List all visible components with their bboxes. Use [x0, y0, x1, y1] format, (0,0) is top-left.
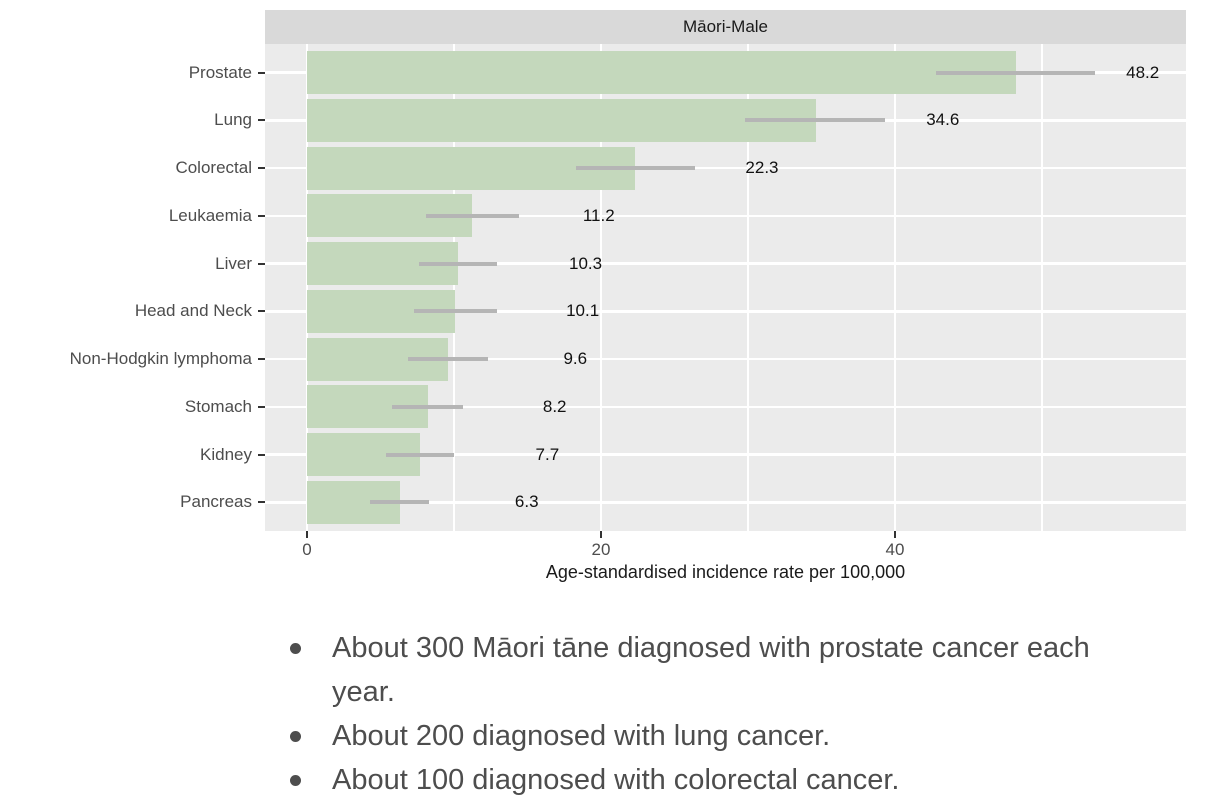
y-axis-tick	[258, 167, 265, 170]
y-axis-tick	[258, 358, 265, 361]
y-axis-tick	[258, 262, 265, 265]
major-gridline	[893, 44, 897, 531]
y-gridline	[265, 453, 1186, 456]
error-bar-colorectal	[576, 166, 696, 171]
value-label-prostate: 48.2	[1126, 62, 1160, 82]
y-axis-tick	[258, 71, 265, 74]
error-bar-pancreas	[370, 500, 429, 505]
y-axis-label-pancreas: Pancreas	[180, 492, 252, 512]
y-axis-label-kidney: Kidney	[200, 444, 252, 464]
y-gridline	[265, 405, 1186, 409]
y-axis-label-lung: Lung	[214, 110, 252, 130]
x-axis-tick-label: 20	[591, 540, 611, 559]
x-axis-tick-label: 40	[885, 540, 905, 559]
bullet-item: About 200 diagnosed with lung cancer.	[290, 714, 1127, 758]
minor-gridline	[747, 44, 749, 531]
bar-prostate	[307, 51, 1016, 95]
bar-lung	[307, 98, 816, 142]
error-bar-leukaemia	[426, 213, 519, 218]
y-axis-tick	[258, 310, 265, 313]
y-axis-label-leukaemia: Leukaemia	[168, 205, 252, 225]
y-axis-tick	[258, 405, 265, 408]
error-bar-kidney	[386, 452, 454, 457]
y-axis-label-prostate: Prostate	[188, 62, 252, 82]
summary-notes: About 300 Māori tāne diagnosed with pros…	[287, 626, 1127, 802]
error-bar-stomach	[392, 404, 463, 409]
minor-gridline	[1041, 44, 1043, 531]
minor-gridline	[453, 44, 455, 531]
x-axis-tick	[306, 531, 308, 538]
error-bar-non-hodgkin-lymphoma	[408, 357, 488, 362]
major-gridline	[305, 44, 309, 531]
y-axis-label-head-and-neck: Head and Neck	[134, 301, 252, 321]
y-axis-tick	[258, 214, 265, 217]
value-label-head-and-neck: 10.1	[566, 301, 600, 321]
error-bar-liver	[418, 261, 497, 266]
y-axis-label-stomach: Stomach	[184, 396, 252, 416]
x-axis-tick	[894, 531, 896, 538]
value-label-kidney: 7.7	[535, 444, 560, 464]
y-gridline	[265, 166, 1186, 170]
value-label-liver: 10.3	[569, 253, 603, 273]
value-label-lung: 34.6	[926, 110, 960, 130]
bullet-list: About 300 Māori tāne diagnosed with pros…	[287, 626, 1127, 802]
y-gridline	[265, 357, 1186, 361]
y-axis-tick	[258, 453, 265, 456]
major-gridline	[599, 44, 603, 531]
y-gridline	[265, 501, 1186, 504]
value-label-leukaemia: 11.2	[582, 205, 615, 225]
bullet-item: About 300 Māori tāne diagnosed with pros…	[290, 626, 1127, 714]
y-axis-label-colorectal: Colorectal	[175, 158, 252, 178]
incidence-bar-chart: Māori-Male 48.2 34.6 22.3 11.2 10.3 10.1 9.6 8.…	[69, 10, 1186, 582]
y-axis-tick	[258, 119, 265, 122]
x-axis-tick-label: 0	[302, 540, 312, 559]
error-bar-head-and-neck	[414, 309, 497, 314]
y-gridline	[265, 262, 1186, 265]
y-axis-label-non-hodgkin-lymphoma: Non-Hodgkin lymphoma	[69, 349, 252, 369]
x-axis-title: Age-standardised incidence rate per 100,…	[545, 562, 906, 582]
value-label-non-hodgkin-lymphoma: 9.6	[563, 349, 588, 369]
bullet-item: About 100 diagnosed with colorectal canc…	[290, 758, 1127, 802]
error-bar-lung	[745, 118, 885, 123]
value-label-pancreas: 6.3	[514, 492, 539, 512]
error-bar-prostate	[936, 70, 1095, 75]
y-axis-tick	[258, 501, 265, 504]
facet-strip: Māori-Male	[265, 10, 1186, 44]
value-label-colorectal: 22.3	[745, 158, 779, 178]
y-gridline	[265, 214, 1186, 218]
y-gridline	[265, 310, 1186, 313]
y-axis-label-liver: Liver	[215, 253, 252, 273]
value-label-stomach: 8.2	[542, 396, 567, 416]
facet-strip-label: Māori-Male	[682, 17, 769, 36]
x-axis-tick	[600, 531, 602, 538]
plot-panel: 48.2 34.6 22.3 11.2 10.3 10.1 9.6 8.2 7.7 6.3	[265, 44, 1186, 531]
